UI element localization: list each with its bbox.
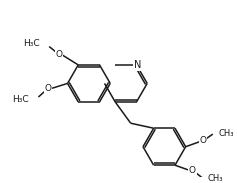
- Text: N: N: [134, 60, 141, 70]
- Text: CH₃: CH₃: [208, 174, 223, 183]
- Text: O: O: [45, 84, 52, 93]
- Text: O: O: [200, 136, 207, 145]
- Text: H₃C: H₃C: [23, 39, 40, 48]
- Text: O: O: [189, 166, 196, 175]
- Text: O: O: [55, 50, 62, 59]
- Text: H₃C: H₃C: [12, 95, 29, 104]
- Text: CH₃: CH₃: [219, 129, 234, 138]
